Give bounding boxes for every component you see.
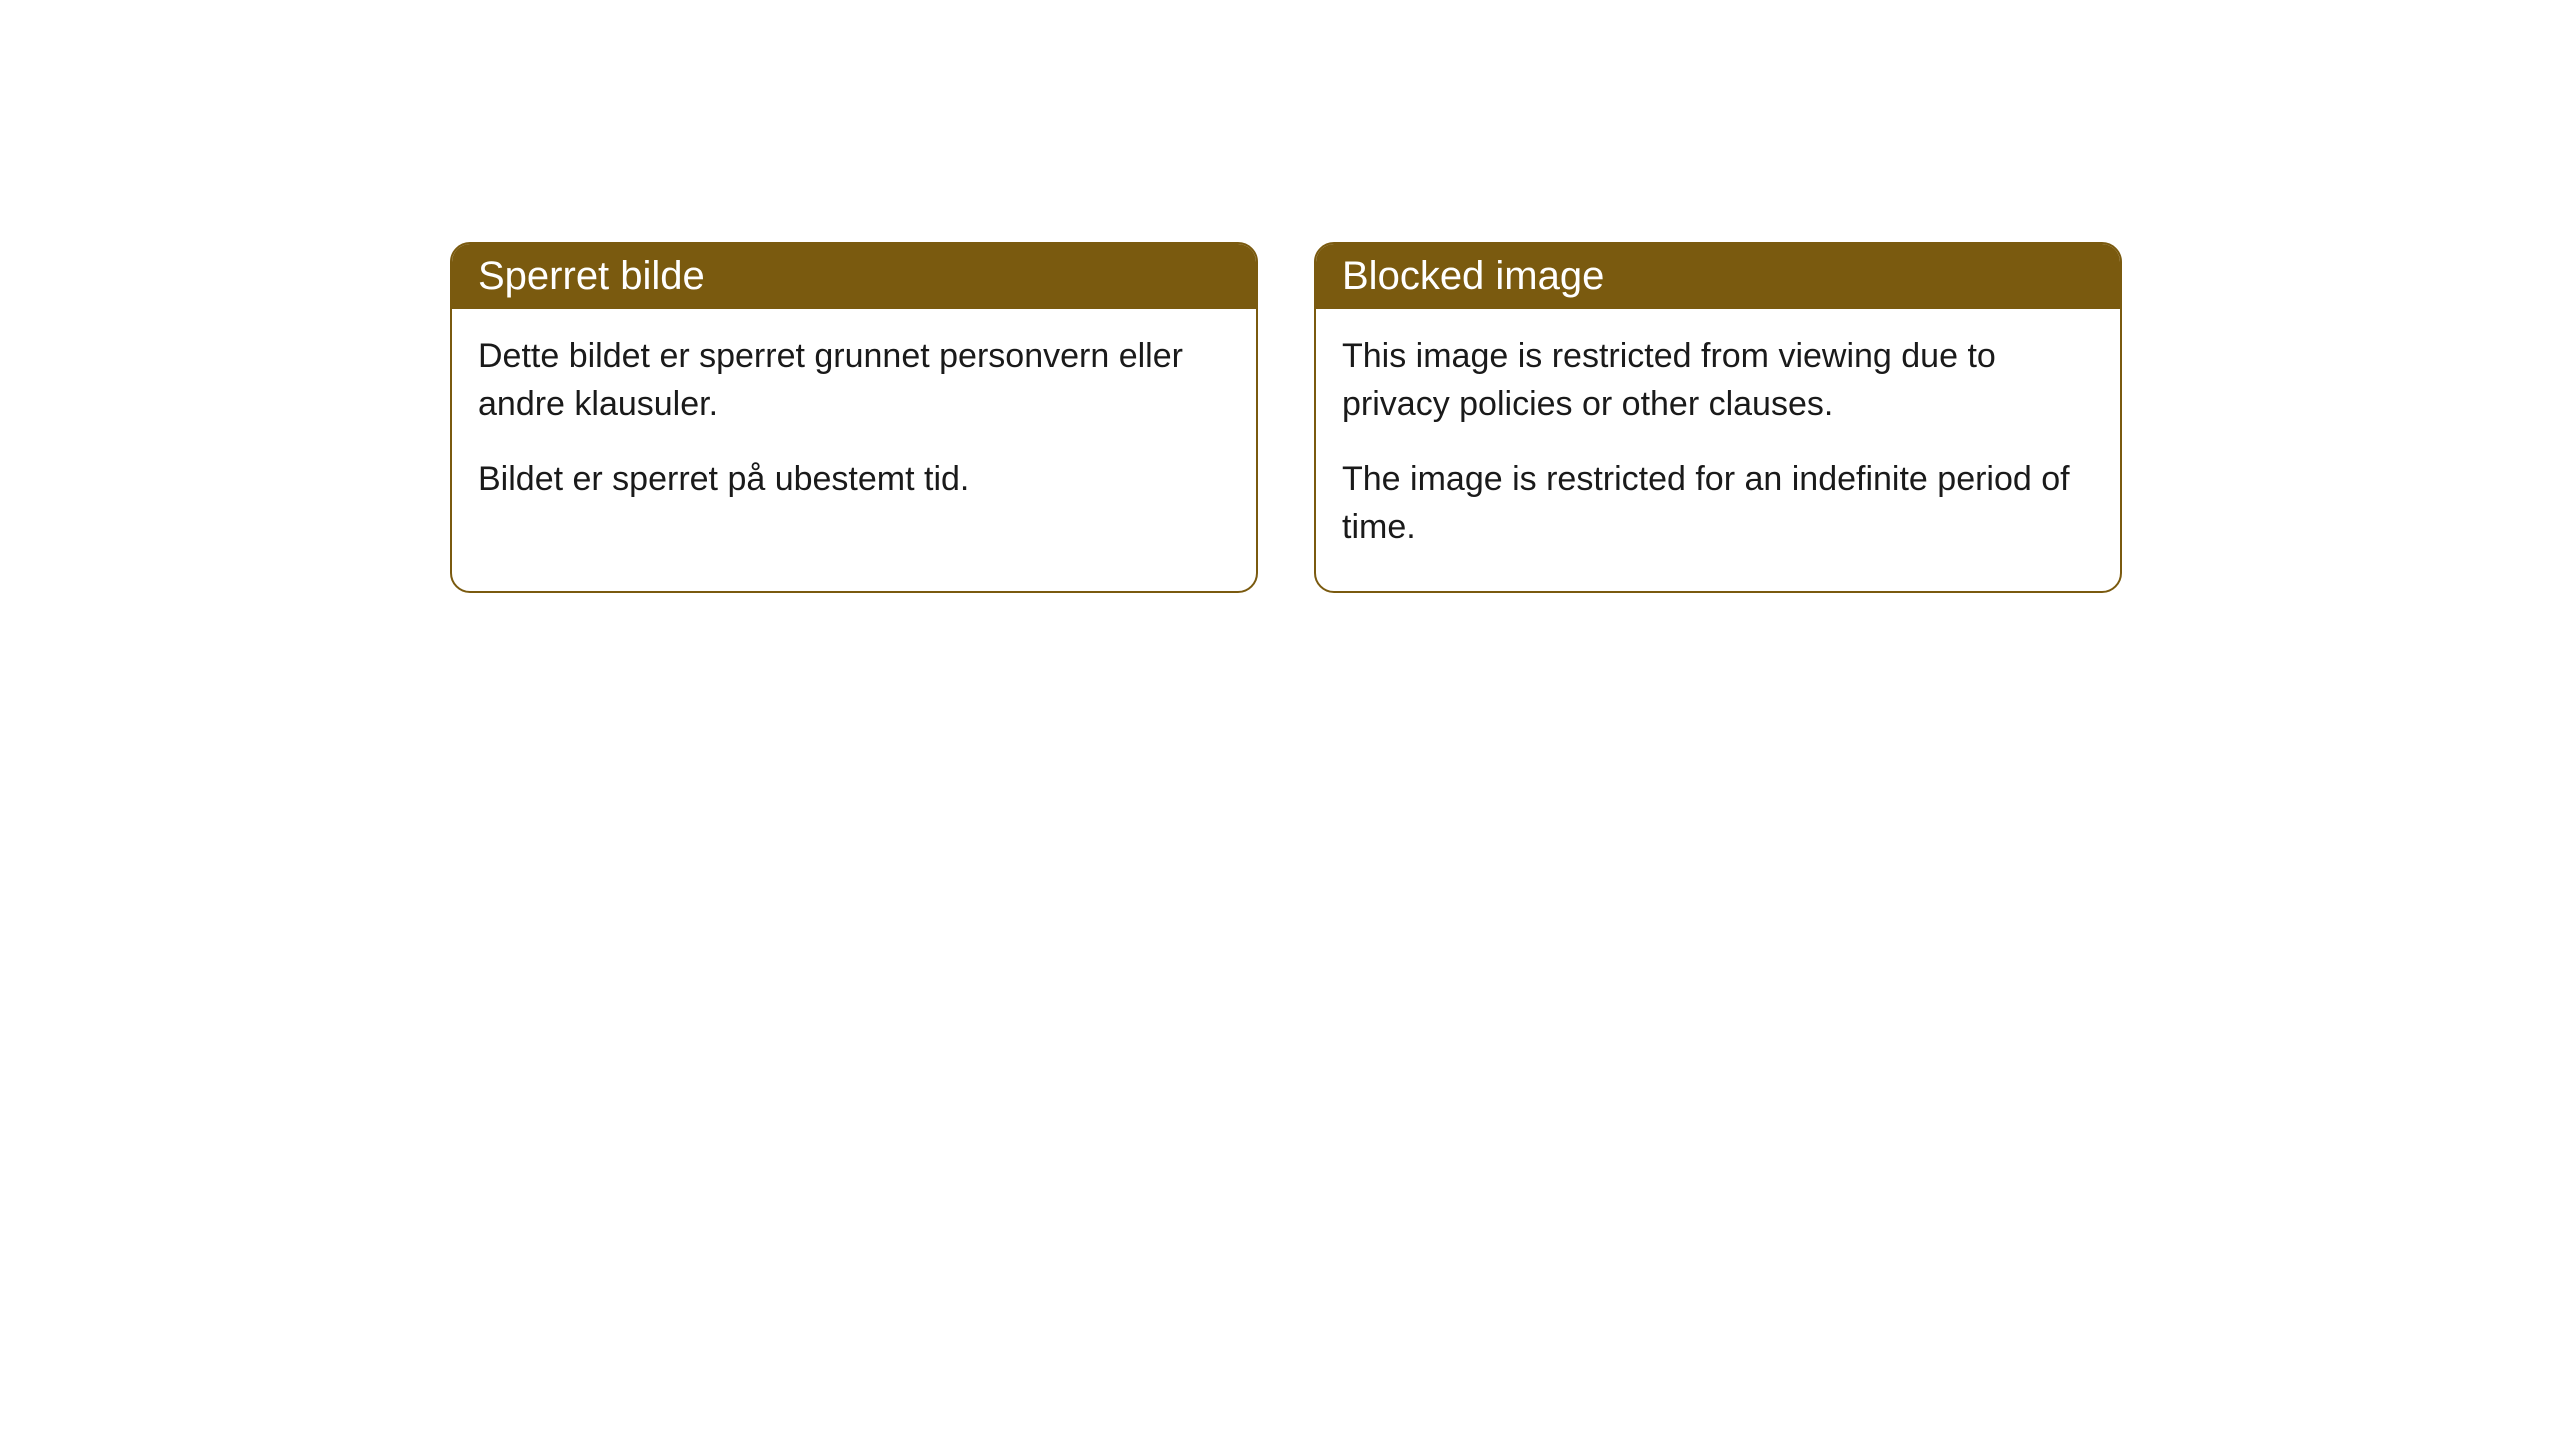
card-title: Sperret bilde bbox=[478, 254, 705, 298]
card-paragraph: The image is restricted for an indefinit… bbox=[1342, 456, 2094, 551]
card-header: Sperret bilde bbox=[452, 244, 1256, 309]
card-body: This image is restricted from viewing du… bbox=[1316, 309, 2120, 591]
card-title: Blocked image bbox=[1342, 254, 1604, 298]
card-paragraph: This image is restricted from viewing du… bbox=[1342, 333, 2094, 428]
notice-card-english: Blocked image This image is restricted f… bbox=[1314, 242, 2122, 593]
card-paragraph: Bildet er sperret på ubestemt tid. bbox=[478, 456, 1230, 504]
card-header: Blocked image bbox=[1316, 244, 2120, 309]
card-body: Dette bildet er sperret grunnet personve… bbox=[452, 309, 1256, 544]
card-paragraph: Dette bildet er sperret grunnet personve… bbox=[478, 333, 1230, 428]
notice-container: Sperret bilde Dette bildet er sperret gr… bbox=[0, 0, 2560, 593]
notice-card-norwegian: Sperret bilde Dette bildet er sperret gr… bbox=[450, 242, 1258, 593]
